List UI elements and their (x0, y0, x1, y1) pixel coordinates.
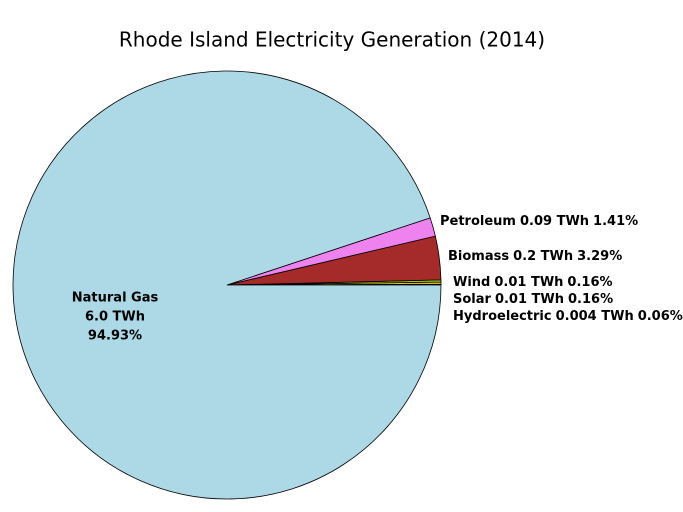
slice-label: Natural Gas (72, 291, 159, 306)
slice-name: Hydroelectric (453, 309, 552, 324)
slice-percent: 1.41% (593, 214, 638, 229)
slice-twh: 0.01 TWh (494, 275, 563, 290)
slice-label: Petroleum 0.09 TWh 1.41% (440, 214, 638, 229)
slice-twh: 0.2 TWh (513, 249, 573, 264)
slice-name: Solar (453, 292, 492, 307)
slice-percent: 0.16% (568, 292, 613, 307)
slice-label: Solar 0.01 TWh 0.16% (453, 292, 613, 307)
slice-label: Biomass 0.2 TWh 3.29% (448, 249, 622, 264)
slice-percent: 0.06% (638, 309, 683, 324)
slice-percent: 3.29% (577, 249, 622, 264)
slice-percent: 0.16% (567, 275, 612, 290)
slice-twh: 0.01 TWh (495, 292, 564, 307)
chart-title: Rhode Island Electricity Generation (201… (119, 28, 545, 52)
slice-name: Petroleum (440, 214, 516, 229)
slice-twh: 0.09 TWh (520, 214, 589, 229)
slice-percent: 94.93% (88, 329, 142, 344)
slice-label: Hydroelectric 0.004 TWh 0.06% (453, 309, 683, 324)
pie-slice (12, 70, 442, 500)
slice-twh: 0.004 TWh (556, 309, 634, 324)
slice-label: Wind 0.01 TWh 0.16% (453, 275, 613, 290)
slice-name: Wind (453, 275, 490, 290)
slice-twh: 6.0 TWh (85, 310, 145, 325)
slice-name: Biomass (448, 249, 509, 264)
